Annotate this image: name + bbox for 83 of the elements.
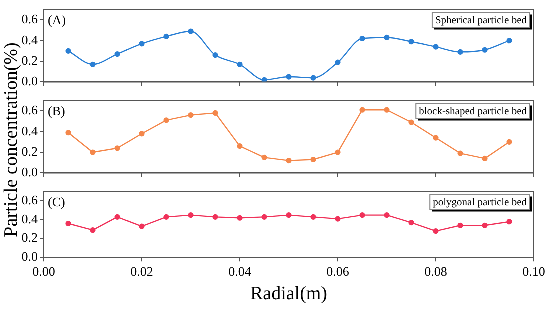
point <box>433 228 439 234</box>
point <box>360 107 366 113</box>
point <box>66 48 72 54</box>
point <box>506 219 512 225</box>
point <box>384 107 390 113</box>
y-tick-label: 0.0 <box>22 74 38 89</box>
point <box>458 150 464 156</box>
point <box>408 39 414 45</box>
point <box>114 214 120 220</box>
annotation: (C) <box>48 194 66 210</box>
y-tick-label: 0.6 <box>22 192 38 208</box>
point <box>433 135 439 141</box>
point <box>262 77 268 82</box>
point <box>164 214 170 220</box>
y-tick-label: 0.4 <box>22 32 38 48</box>
x-tick-label: 0.08 <box>424 264 448 279</box>
point <box>458 49 464 56</box>
y-tick-label: 0.4 <box>22 123 38 138</box>
point <box>360 212 366 218</box>
point <box>188 112 194 118</box>
series-label: polygonal particle bed <box>433 198 528 209</box>
point <box>139 224 145 230</box>
point <box>114 146 120 152</box>
point <box>408 220 414 226</box>
point <box>506 139 512 145</box>
series-label: block-shaped particle bed <box>419 106 528 118</box>
y-tick-label: 0.0 <box>22 249 38 264</box>
annotation: (A) <box>48 12 66 28</box>
point <box>360 36 366 42</box>
point <box>188 28 194 34</box>
point <box>164 34 170 40</box>
y-tick-label: 0.0 <box>22 164 38 180</box>
point <box>335 216 341 222</box>
annotation: (B) <box>48 104 66 119</box>
point <box>90 228 96 234</box>
y-tick-label: 0.2 <box>22 144 38 159</box>
point <box>482 222 488 228</box>
point <box>90 62 96 68</box>
x-tick-label: 0.02 <box>130 264 154 279</box>
point <box>433 44 439 50</box>
point <box>310 75 316 81</box>
point <box>90 150 96 156</box>
point <box>212 214 218 220</box>
point <box>482 156 488 162</box>
x-tick-label: 0.10 <box>522 264 546 279</box>
point <box>212 52 218 58</box>
point <box>384 212 390 218</box>
point <box>139 131 145 137</box>
point <box>286 74 292 80</box>
point <box>66 130 72 136</box>
point <box>482 47 488 53</box>
point <box>164 118 170 124</box>
point <box>237 215 243 221</box>
point <box>310 214 316 220</box>
y-tick-label: 0.6 <box>22 102 38 118</box>
y-tick-label: 0.2 <box>22 52 38 68</box>
point <box>506 38 512 44</box>
point <box>66 220 72 227</box>
point <box>237 62 243 68</box>
point <box>262 154 268 160</box>
point <box>286 212 292 218</box>
point <box>335 150 341 156</box>
y-tick-label: 0.6 <box>22 12 38 27</box>
point <box>212 110 218 116</box>
point <box>237 144 243 150</box>
y-tick-label: 0.2 <box>22 230 38 246</box>
point <box>458 222 464 228</box>
point <box>408 120 414 126</box>
x-tick-label: 0.04 <box>228 264 252 279</box>
point <box>114 51 120 58</box>
y-tick-label: 0.4 <box>22 211 38 226</box>
x-axis-title: Radial(m) <box>250 284 328 305</box>
point <box>188 212 194 218</box>
point <box>262 214 268 220</box>
x-tick-label: 0.00 <box>32 264 56 279</box>
point <box>335 60 341 66</box>
point <box>384 34 390 41</box>
point <box>286 158 292 164</box>
series-label: Spherical particle bed <box>435 16 528 27</box>
point <box>310 156 316 163</box>
point <box>139 41 145 47</box>
x-tick-label: 0.06 <box>326 264 350 279</box>
y-axis-title: Particle concentration(%) <box>1 42 22 238</box>
